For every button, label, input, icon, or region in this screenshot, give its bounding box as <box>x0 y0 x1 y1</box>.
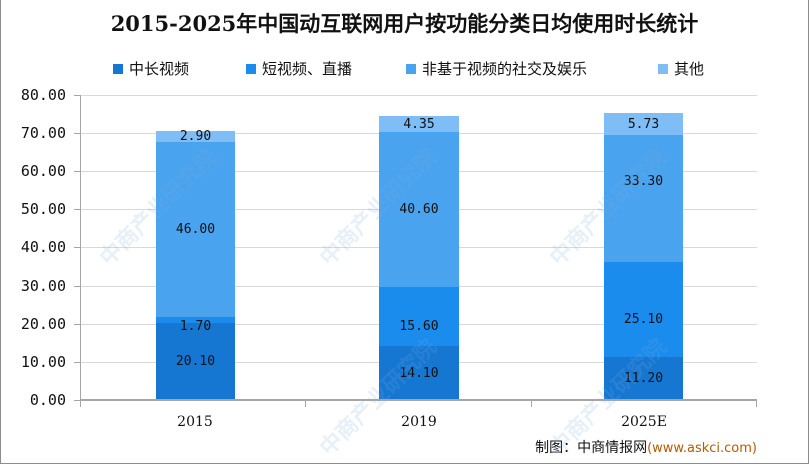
x-tick-mark <box>531 401 532 407</box>
y-tick-mark <box>74 362 80 363</box>
y-tick-mark <box>74 209 80 210</box>
x-tick-label: 2015 <box>177 414 213 430</box>
x-axis <box>80 399 757 401</box>
x-tick-mark <box>80 401 81 407</box>
y-tick-label: 70.00 <box>20 124 66 142</box>
y-tick-label: 40.00 <box>20 238 66 256</box>
legend-item-social: 非基于视频的社交及娱乐 <box>406 58 587 79</box>
bar-segment-long-video: 20.10 <box>156 323 235 400</box>
x-tick-mark <box>756 401 757 407</box>
legend-item-short-video: 短视频、直播 <box>246 58 352 79</box>
y-tick-mark <box>74 400 80 401</box>
value-label: 11.20 <box>623 371 664 386</box>
value-label: 1.70 <box>179 318 212 334</box>
legend-label: 非基于视频的社交及娱乐 <box>422 60 588 78</box>
y-tick-mark <box>74 247 80 248</box>
bar-segment-other: 2.90 <box>156 129 235 144</box>
bar-segment-short-video: 15.60 <box>379 287 459 346</box>
legend-swatch-icon <box>658 63 668 74</box>
value-label: 33.30 <box>623 174 664 189</box>
value-label: 40.60 <box>399 202 439 217</box>
value-label: 2.90 <box>179 129 212 144</box>
source-label: 制图：中商情报网 <box>535 440 648 456</box>
y-tick-mark <box>74 133 80 134</box>
chart-title: 2015-2025年中国动互联网用户按功能分类日均使用时长统计 <box>110 11 699 36</box>
y-tick-label: 50.00 <box>20 200 66 218</box>
legend-swatch-icon <box>113 63 123 74</box>
value-label: 14.10 <box>399 365 439 381</box>
y-tick-label: 20.00 <box>20 315 66 333</box>
bar-segment-other: 5.73 <box>604 113 683 135</box>
bar-segment-short-video: 25.10 <box>604 262 683 357</box>
x-tick-label: 2025E <box>621 414 667 430</box>
value-label: 5.73 <box>627 116 660 132</box>
value-label: 20.10 <box>175 354 216 369</box>
source-credit: 制图：中商情报网(www.askci.com) <box>535 437 757 457</box>
x-tick-label: 2019 <box>401 414 437 430</box>
y-tick-label: 0.00 <box>29 391 66 409</box>
legend-label: 其他 <box>674 60 705 78</box>
y-axis <box>80 95 81 400</box>
value-label: 46.00 <box>175 222 216 237</box>
value-label: 25.10 <box>623 312 664 327</box>
bar-segment-long-video: 11.20 <box>604 357 683 400</box>
bar-segment-social: 33.30 <box>604 135 683 262</box>
value-label: 4.35 <box>403 116 435 132</box>
legend-item-other: 其他 <box>658 58 704 79</box>
y-tick-label: 60.00 <box>20 162 66 180</box>
y-tick-mark <box>74 286 80 287</box>
bar-label-short-video: 1.70 <box>156 317 235 335</box>
y-tick-mark <box>74 324 80 325</box>
legend-label: 中长视频 <box>129 60 190 78</box>
bar-segment-social: 40.60 <box>379 132 459 287</box>
bar-segment-other: 4.35 <box>379 116 459 132</box>
legend-item-long-video: 中长视频 <box>113 58 189 79</box>
x-tick-mark <box>305 401 306 407</box>
y-tick-label: 80.00 <box>20 86 66 104</box>
y-tick-label: 30.00 <box>20 277 66 295</box>
y-tick-mark <box>74 95 80 96</box>
bar-segment-short-video <box>156 317 235 323</box>
value-label: 15.60 <box>399 319 439 334</box>
bar-segment-social: 46.00 <box>156 142 235 317</box>
y-tick-mark <box>74 171 80 172</box>
source-url: (www.askci.com) <box>647 441 757 456</box>
legend-swatch-icon <box>246 63 256 74</box>
bar-segment-long-video: 14.10 <box>379 346 459 400</box>
y-tick-label: 10.00 <box>20 353 66 371</box>
gridline <box>80 95 757 96</box>
legend-label: 短视频、直播 <box>262 60 353 78</box>
legend: 中长视频 短视频、直播 非基于视频的社交及娱乐 其他 <box>0 58 809 78</box>
legend-swatch-icon <box>406 63 416 74</box>
